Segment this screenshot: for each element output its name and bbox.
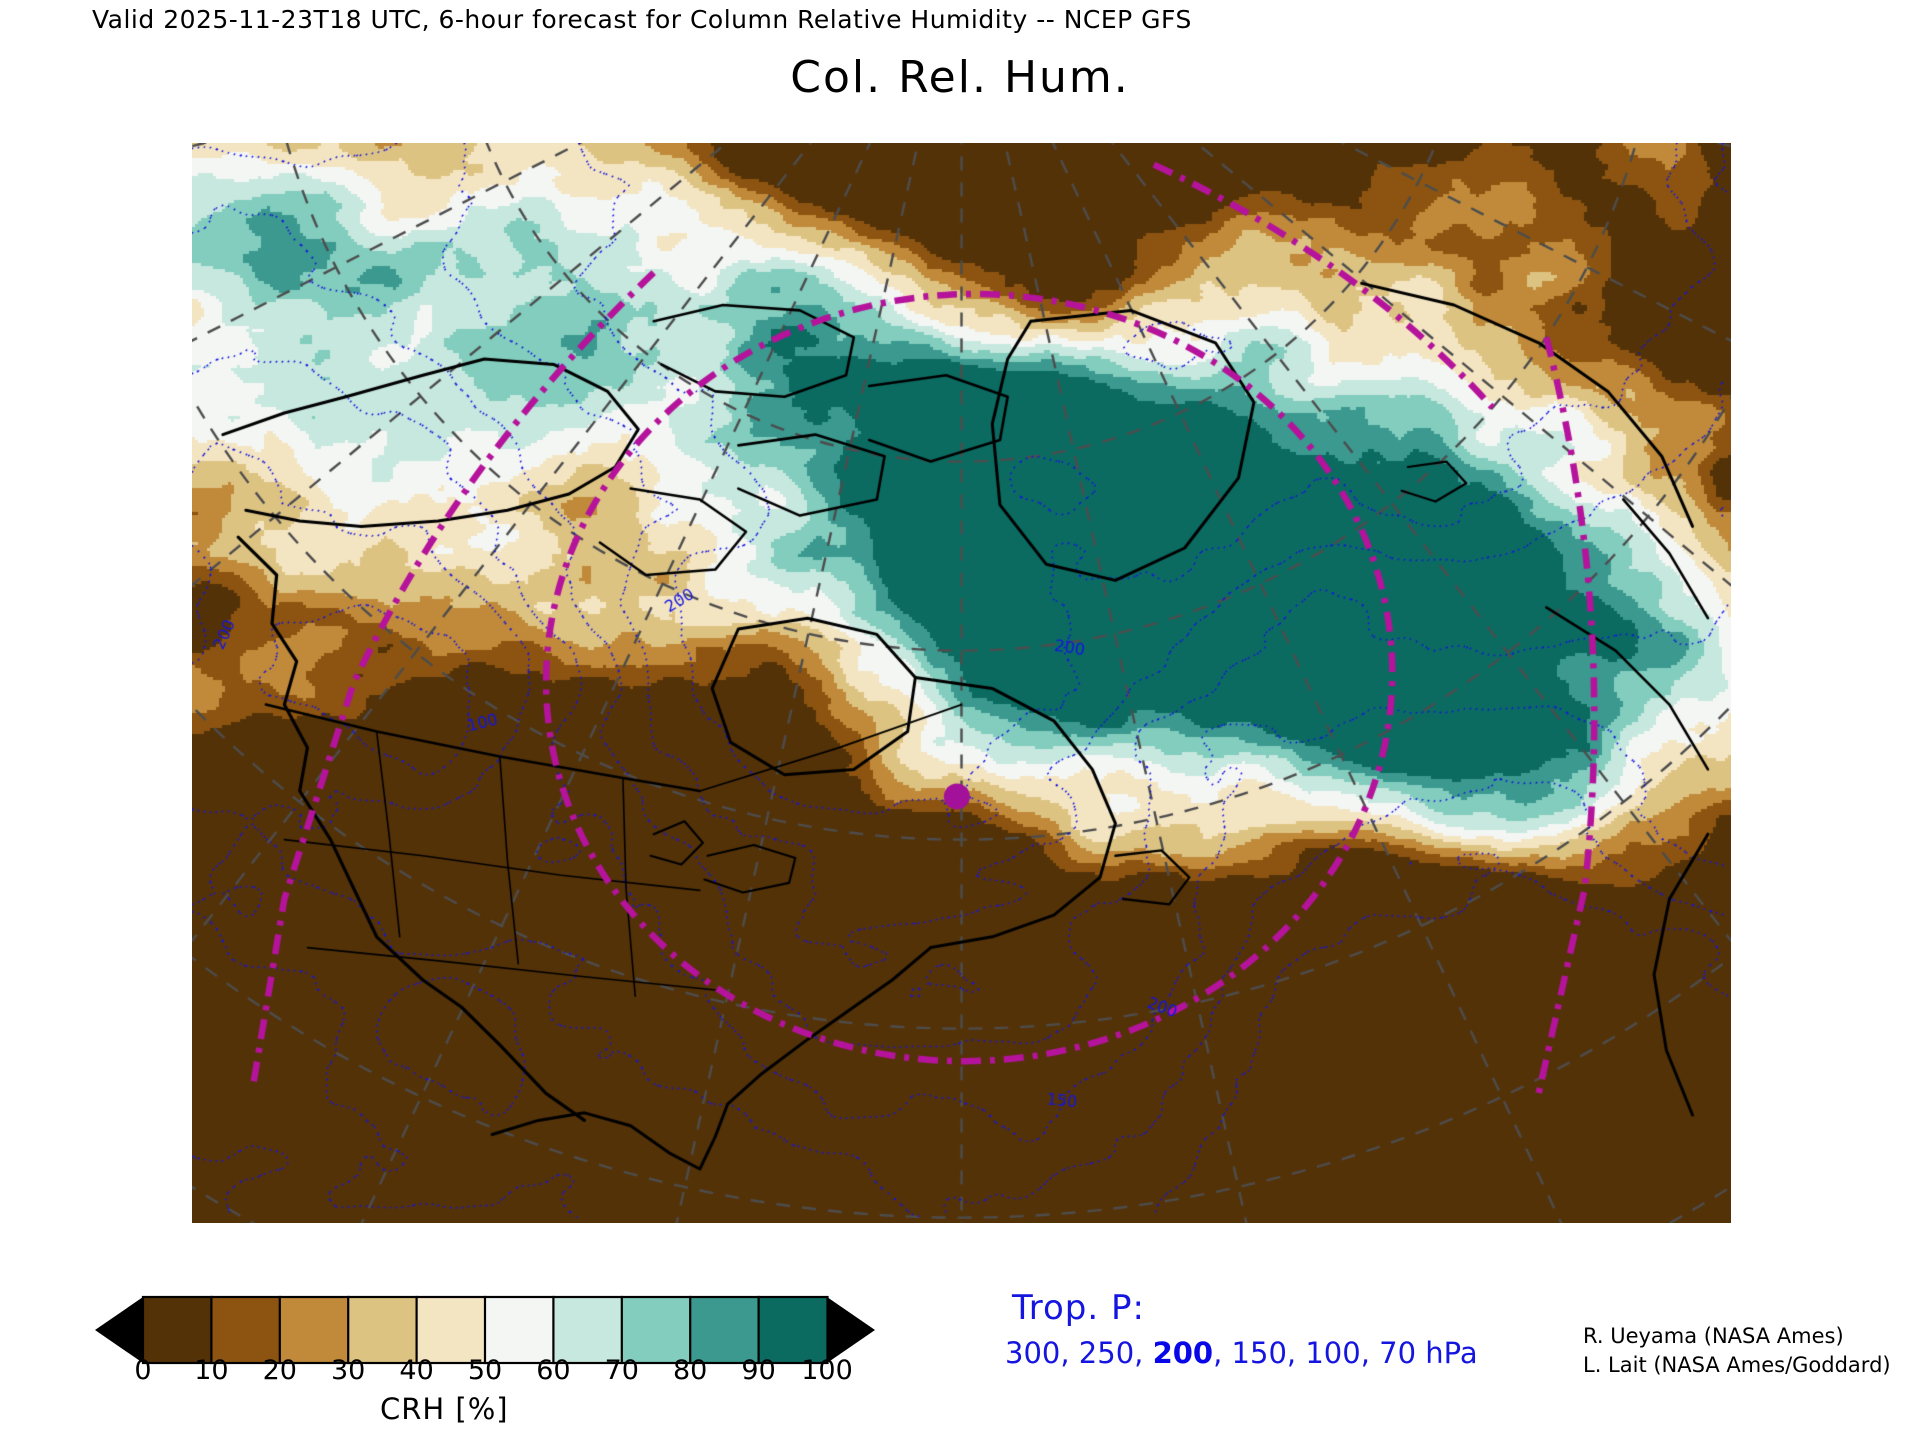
colorbar-tick-label: 40 [399,1355,434,1386]
colorbar-band [278,1295,350,1365]
map-panel[interactable] [192,143,1731,1223]
colorbar-over-cap [827,1297,875,1363]
colorbar-tick-label: 60 [536,1355,571,1386]
colorbar-band [483,1295,556,1365]
colorbar-tick-label: 0 [134,1355,152,1386]
valid-time-subtitle: Valid 2025-11-23T18 UTC, 6-hour forecast… [92,5,1192,34]
colorbar-axis-label: CRH [%] [380,1392,509,1426]
trop-levels-suffix: , 150, 100, 70 hPa [1213,1336,1478,1370]
colorbar-tick-label: 90 [741,1355,776,1386]
colorbar-band [210,1295,282,1365]
colorbar-tick-labels: 0 10 20 30 40 50 60 70 80 90 100 [95,1355,875,1395]
credit-line-2: L. Lait (NASA Ames/Goddard) [1583,1353,1891,1377]
tropopause-legend-title: Trop. P: [1012,1288,1145,1328]
colorbar-tick-label: 50 [467,1355,503,1386]
colorbar-tick-label: 80 [673,1355,708,1386]
colorbar-tick-label: 20 [262,1355,297,1386]
colorbar-tick-label: 30 [331,1355,366,1386]
credit-line-1: R. Ueyama (NASA Ames) [1583,1324,1844,1348]
colorbar-band [620,1295,692,1365]
credits-block: R. Ueyama (NASA Ames) L. Lait (NASA Ames… [1583,1322,1891,1380]
colorbar-band [757,1295,829,1365]
colorbar-band [347,1295,419,1365]
page-title: Col. Rel. Hum. [790,52,1130,103]
colorbar-tick-label: 100 [801,1355,853,1386]
colorbar-band [141,1295,214,1365]
colorbar-tick-label: 70 [604,1355,639,1386]
humidity-map-canvas[interactable] [192,143,1731,1223]
colorbar-swatches [95,1295,875,1365]
colorbar-band [689,1295,761,1365]
tropopause-legend-values: 300, 250, 200, 150, 100, 70 hPa [1005,1336,1478,1370]
trop-level-emphasized: 200 [1152,1336,1214,1370]
trop-levels-prefix: 300, 250, [1005,1336,1153,1370]
colorbar-band [415,1295,487,1365]
colorbar-under-cap [95,1297,143,1363]
colorbar-band [552,1295,624,1365]
colorbar-tick-label: 10 [194,1355,229,1386]
colorbar [95,1295,875,1370]
